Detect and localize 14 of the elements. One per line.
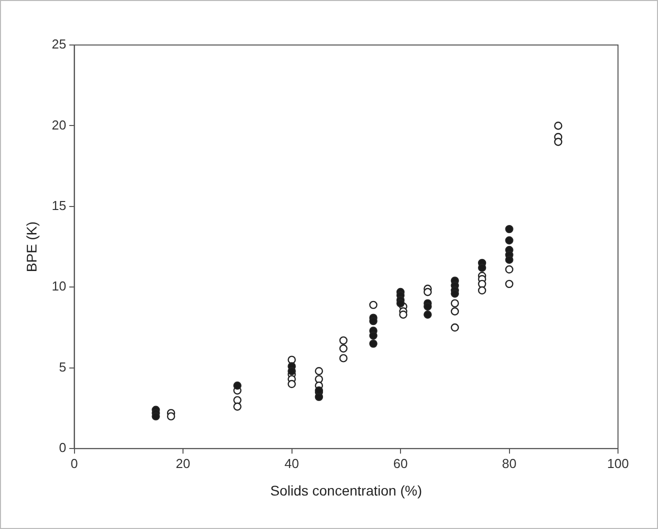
x-tick-label: 0: [70, 456, 78, 471]
y-tick-label: 10: [52, 278, 66, 294]
x-tick-label: 100: [607, 456, 629, 471]
y-tick-label: 0: [59, 440, 66, 456]
x-tick-label: 80: [502, 456, 516, 471]
y-tick-label: 25: [52, 36, 66, 52]
y-tick-label: 5: [59, 359, 66, 374]
x-tick-label: 40: [284, 456, 299, 471]
y-tick-label: 15: [52, 198, 66, 214]
y-axis-title: BPE (K): [23, 222, 40, 272]
x-tick-label: 20: [176, 456, 190, 471]
y-tick-label: 20: [52, 117, 66, 132]
x-tick-label: 60: [393, 456, 408, 471]
x-axis-title: Solids concentration (%): [270, 482, 422, 498]
